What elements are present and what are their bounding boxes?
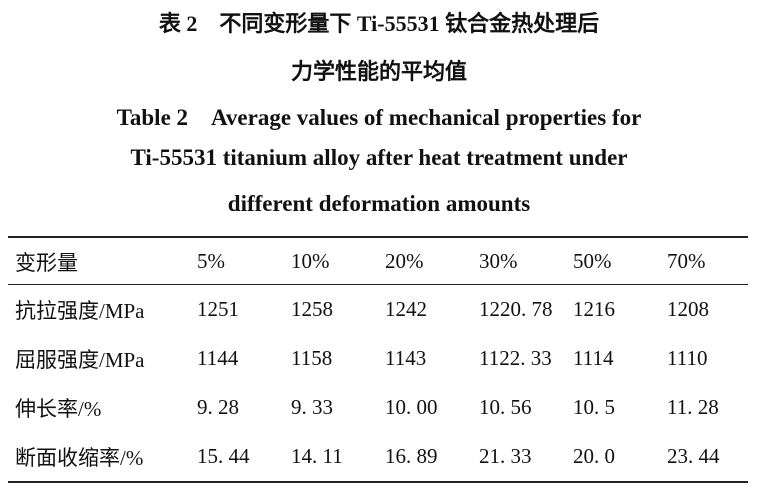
table-cell: 15. 44 — [197, 444, 250, 468]
header-cell: 20% — [385, 249, 424, 273]
table-cell: 10. 00 — [385, 395, 438, 419]
table-cell: 10. 56 — [479, 395, 532, 419]
table-row: 伸长率/% 9. 28 9. 33 10. 00 10. 56 10. 5 11… — [0, 383, 757, 432]
header-cell: 5% — [197, 249, 225, 273]
table-bottom-rule — [8, 481, 748, 483]
table-cell: 23. 44 — [667, 444, 720, 468]
table-header-rule — [8, 284, 748, 285]
table-cell: 1216 — [573, 297, 615, 321]
table-cell: 1220. 78 — [479, 297, 553, 321]
table-cell: 9. 28 — [197, 395, 239, 419]
table-cell: 20. 0 — [573, 444, 615, 468]
caption-en-line1: Table 2 Average values of mechanical pro… — [116, 105, 642, 130]
table-row: 断面收缩率/% 15. 44 14. 11 16. 89 21. 33 20. … — [0, 432, 757, 481]
table-cell: 11. 28 — [667, 395, 719, 419]
caption-en-line2: Ti-55531 titanium alloy after heat treat… — [130, 145, 628, 170]
table-cell: 1251 — [197, 297, 239, 321]
header-cell: 70% — [667, 249, 706, 273]
table-cell: 1122. 33 — [479, 346, 552, 370]
caption-en-line3: different deformation amounts — [227, 191, 531, 216]
table-cell: 10. 5 — [573, 395, 615, 419]
header-cell: 50% — [573, 249, 612, 273]
table-row: 抗拉强度/MPa 1251 1258 1242 1220. 78 1216 12… — [0, 285, 757, 334]
table-cell: 9. 33 — [291, 395, 333, 419]
row-label: 抗拉强度/MPa — [15, 298, 145, 323]
row-label: 断面收缩率/% — [15, 445, 144, 470]
table-row: 屈服强度/MPa 1144 1158 1143 1122. 33 1114 11… — [0, 334, 757, 383]
header-cell: 变形量 — [15, 250, 78, 275]
row-label: 伸长率/% — [15, 396, 102, 421]
table-cell: 16. 89 — [385, 444, 438, 468]
table-header-row: 变形量 5% 10% 20% 30% 50% 70% — [0, 238, 757, 285]
row-label: 屈服强度/MPa — [15, 347, 145, 372]
header-cell: 10% — [291, 249, 330, 273]
table-cell: 1114 — [573, 346, 614, 370]
header-cell: 30% — [479, 249, 518, 273]
caption-zh-line1: 表 2 不同变形量下 Ti-55531 钛合金热处理后 — [158, 11, 600, 36]
table-cell: 14. 11 — [291, 444, 343, 468]
table-cell: 21. 33 — [479, 444, 532, 468]
table-cell: 1110 — [667, 346, 708, 370]
table-cell: 1143 — [385, 346, 427, 370]
table-cell: 1208 — [667, 297, 709, 321]
table-top-rule — [8, 236, 748, 238]
caption-zh-line2: 力学性能的平均值 — [290, 59, 467, 84]
table-cell: 1258 — [291, 297, 333, 321]
mechanical-properties-table: 变形量 5% 10% 20% 30% 50% 70% 抗拉强度/MPa 1251… — [0, 238, 757, 481]
table-cell: 1158 — [291, 346, 333, 370]
table-cell: 1242 — [385, 297, 427, 321]
table-cell: 1144 — [197, 346, 239, 370]
